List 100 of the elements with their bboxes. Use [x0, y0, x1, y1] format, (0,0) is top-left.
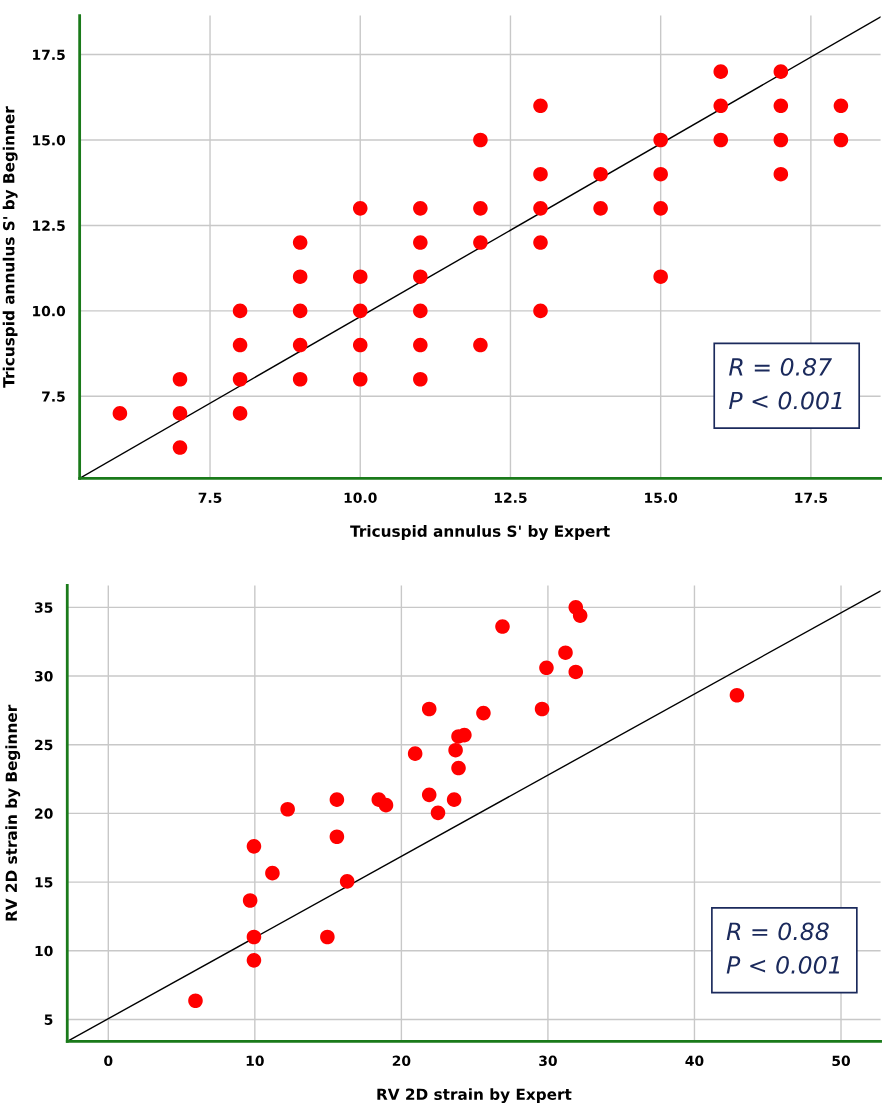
point — [446, 792, 462, 807]
point — [533, 303, 548, 319]
point — [280, 801, 295, 817]
point — [473, 201, 488, 216]
y-tick-label: 10.0 — [33, 305, 66, 317]
point — [533, 166, 548, 182]
point — [593, 201, 608, 216]
point — [533, 235, 548, 250]
point — [413, 303, 428, 319]
point — [232, 337, 248, 353]
point — [653, 201, 668, 216]
x-tick-label: 12.5 — [494, 492, 527, 503]
point — [833, 132, 849, 148]
point — [713, 64, 729, 79]
point — [292, 371, 308, 387]
y-tick-label: 5 — [44, 1014, 53, 1025]
x-tick-label: 10 — [246, 1055, 264, 1067]
point — [539, 660, 554, 676]
point — [773, 64, 789, 79]
x-axis-title: Tricuspid annulus S' by Expert — [350, 525, 610, 541]
x-tick-label: 17.5 — [795, 492, 828, 503]
point — [448, 742, 463, 758]
point — [172, 406, 188, 421]
y-tick-label: 35 — [34, 602, 53, 613]
point — [476, 705, 491, 721]
point — [457, 727, 472, 743]
point — [430, 805, 446, 821]
point — [568, 664, 584, 680]
point — [242, 893, 258, 908]
point — [473, 337, 488, 353]
point — [451, 760, 466, 776]
point — [773, 166, 789, 182]
point — [188, 993, 203, 1009]
point — [320, 929, 335, 945]
point — [558, 645, 573, 660]
point — [421, 787, 437, 803]
point — [421, 701, 437, 717]
point — [413, 269, 428, 284]
point — [352, 269, 368, 284]
point — [292, 235, 308, 250]
y-tick-label: 30 — [34, 671, 53, 682]
point — [713, 98, 729, 114]
point — [172, 440, 188, 455]
point — [292, 269, 308, 284]
x-tick-label: 7.5 — [198, 492, 222, 503]
y-tick-label: 15.0 — [33, 134, 66, 146]
point — [172, 371, 188, 387]
point — [593, 166, 608, 182]
x-tick-label: 10.0 — [344, 492, 377, 503]
x-tick-label: 15.0 — [645, 492, 678, 503]
point — [352, 337, 368, 353]
point — [352, 201, 368, 216]
point — [495, 619, 510, 634]
y-tick-label: 10 — [35, 945, 53, 957]
point — [232, 303, 248, 319]
point — [473, 132, 488, 148]
y-tick-label: 15 — [35, 877, 53, 888]
y-tick-label: 12.5 — [33, 220, 65, 231]
point — [246, 839, 262, 854]
point — [329, 829, 345, 845]
y-axis-title: Tricuspid annulus S' by Beginner — [2, 106, 18, 388]
point — [572, 608, 588, 623]
point — [653, 269, 668, 284]
point — [378, 797, 394, 813]
point — [653, 132, 668, 148]
x-tick-label: 0 — [104, 1055, 113, 1067]
point — [292, 303, 308, 319]
point — [352, 371, 368, 387]
point — [413, 201, 428, 216]
point — [246, 929, 262, 945]
annotation: R = 0.88 P < 0.001 — [726, 922, 840, 974]
y-tick-label: 7.5 — [42, 391, 65, 402]
point — [352, 303, 368, 319]
x-tick-label: 20 — [392, 1055, 411, 1067]
point — [653, 166, 668, 182]
point — [533, 201, 548, 216]
point — [292, 337, 308, 353]
y-tick-label: 20 — [35, 808, 53, 819]
point — [773, 132, 789, 148]
point — [833, 98, 849, 114]
point — [413, 371, 428, 387]
x-tick-label: 50 — [832, 1055, 851, 1067]
point — [534, 701, 550, 717]
y-axis-title: RV 2D strain by Beginner — [5, 704, 21, 921]
point — [407, 746, 423, 761]
y-tick-label: 25 — [35, 739, 53, 751]
point — [473, 235, 488, 250]
x-tick-label: 40 — [685, 1055, 704, 1067]
point — [713, 132, 729, 148]
x-tick-label: 30 — [539, 1055, 557, 1067]
point — [232, 371, 248, 387]
point — [265, 865, 280, 881]
point — [112, 406, 128, 421]
point — [329, 792, 345, 807]
point — [413, 337, 428, 353]
point — [232, 406, 248, 421]
point — [413, 235, 428, 250]
annotation: R = 0.87 P < 0.001 — [729, 357, 842, 410]
point — [246, 953, 262, 968]
point — [773, 98, 789, 114]
